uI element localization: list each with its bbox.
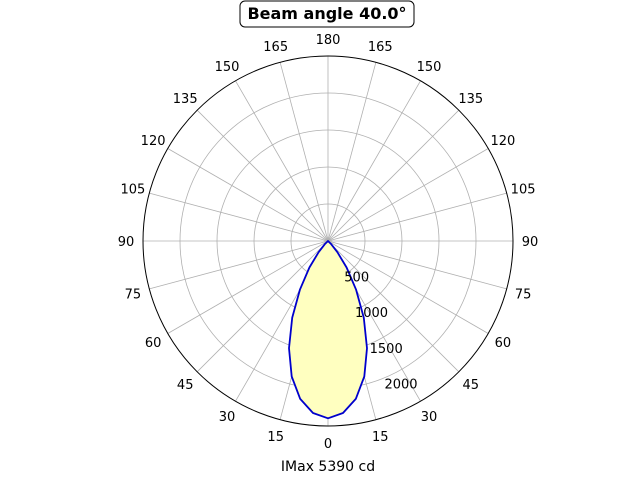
- angle-tick-label-left: 90: [118, 235, 135, 250]
- polar-outer-ring: [142, 55, 514, 427]
- angle-tick-label-right: 30: [421, 410, 438, 425]
- angle-tick-label-right: 15: [372, 430, 389, 445]
- x-axis-label: IMax 5390 cd: [281, 459, 375, 475]
- grid-spoke: [196, 240, 329, 373]
- angle-tick-label-left: 165: [263, 40, 288, 55]
- grid-spoke: [327, 109, 460, 242]
- radial-tick-label: 1500: [370, 342, 403, 357]
- grid-spoke: [327, 80, 421, 242]
- angle-tick-label-bottom: 0: [324, 437, 332, 452]
- series-line: [288, 240, 368, 420]
- chart-title-box: Beam angle 40.0°: [239, 0, 415, 28]
- grid-spoke: [196, 109, 329, 242]
- angle-tick-label-top: 180: [316, 33, 341, 48]
- angle-tick-label-left: 135: [173, 92, 198, 107]
- grid-spoke: [149, 240, 329, 290]
- angle-tick-label-left: 150: [215, 60, 240, 75]
- angle-tick-label-left: 120: [141, 134, 166, 149]
- angle-tick-label-right: 165: [368, 40, 393, 55]
- angle-tick-label-right: 105: [511, 183, 536, 198]
- angle-tick-label-left: 45: [177, 378, 194, 393]
- angle-tick-label-right: 60: [495, 336, 512, 351]
- radial-tick-label: 1000: [355, 306, 388, 321]
- angle-tick-label-left: 15: [267, 430, 284, 445]
- series-fill: [289, 241, 367, 419]
- angle-tick-label-right: 45: [463, 378, 480, 393]
- chart-title-frame: [239, 0, 415, 28]
- grid-spoke: [327, 240, 489, 334]
- chart-title: Beam angle 40.0°: [247, 4, 406, 23]
- radial-tick-label: 2000: [384, 377, 417, 392]
- angle-tick-label-right: 150: [417, 60, 442, 75]
- radial-tick-labels: 500 1000 1500 2000: [344, 271, 417, 393]
- angle-tick-label-left: 30: [219, 410, 236, 425]
- grid-spoke: [149, 192, 329, 242]
- angle-tick-labels: 0 180 15 30 45 60 75 90 105 120 135 150 165 15 30 45 60 7…: [118, 33, 539, 452]
- grid-spoke: [327, 240, 507, 290]
- grid-spoke: [327, 148, 489, 242]
- grid-spoke: [167, 148, 329, 242]
- grid-spoke: [327, 62, 377, 242]
- grid-spoke: [327, 240, 460, 373]
- grid-spoke: [327, 192, 507, 242]
- grid-spoke: [235, 80, 329, 242]
- angle-tick-label-right: 120: [490, 134, 515, 149]
- radial-tick-label: 500: [344, 271, 369, 286]
- grid-spoke: [167, 240, 329, 334]
- grid-spoke: [279, 62, 329, 242]
- angle-tick-label-right: 135: [458, 92, 483, 107]
- series-layer: [288, 240, 368, 420]
- angle-tick-label-right: 90: [522, 235, 539, 250]
- angle-tick-label-left: 60: [145, 336, 162, 351]
- angle-tick-label-right: 75: [515, 287, 532, 302]
- angle-tick-label-left: 105: [120, 183, 145, 198]
- angle-tick-label-left: 75: [125, 287, 142, 302]
